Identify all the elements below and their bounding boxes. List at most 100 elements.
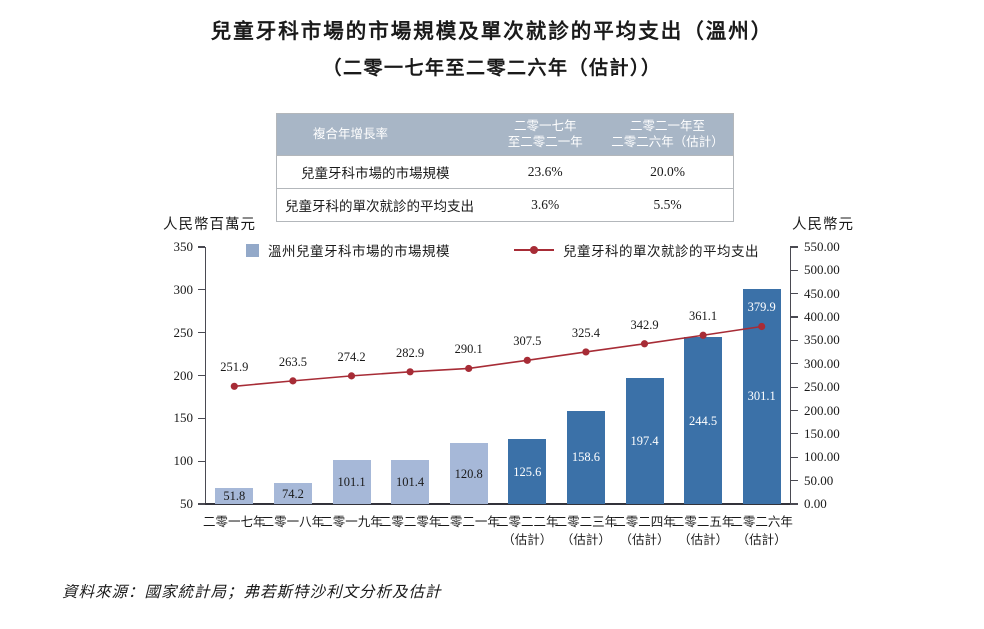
line-value-label: 342.9: [630, 317, 659, 332]
x-axis-label: 二零二零年: [378, 515, 442, 529]
line-path: [234, 325, 762, 388]
expenditure-row-label: 兒童牙科的單次就診的平均支出: [285, 198, 474, 214]
cagr-header-period2: 二零二一年至 二零二六年（估計）: [602, 113, 734, 155]
left-axis-tick: [198, 289, 205, 291]
left-axis-unit-label: 人民幣百萬元: [163, 217, 256, 233]
x-axis-label: 二零一九年: [320, 515, 383, 529]
market-size-cagr-p2: 20.0%: [650, 163, 685, 179]
line-point: [699, 331, 707, 339]
right-axis-tick: [790, 339, 798, 342]
bar: [566, 410, 605, 504]
expenditure-cagr-p2: 5.5%: [653, 196, 682, 212]
right-axis-tick-label: 250.00: [804, 379, 840, 395]
bar-series-swatch-icon: [246, 243, 259, 257]
left-axis-tick: [198, 374, 205, 377]
chart-subtitle: （二零一七年至二零二六年（估計））: [322, 58, 662, 79]
chart-title: 兒童牙科市場的市場規模及單次就診的平均支出（溫州）: [210, 21, 774, 43]
left-axis-tick: [198, 460, 205, 462]
line-point: [406, 368, 414, 376]
line-value-label: 290.1: [454, 342, 483, 357]
cagr-table-header-row: 複合年增長率 二零一七年 至二零二一年 二零二一年至 二零二六年（估計）: [276, 113, 734, 155]
right-axis-tick-label: 450.00: [804, 285, 840, 301]
line-point: [523, 356, 531, 364]
x-axis-label: 二零二二年 （估計）: [496, 515, 559, 548]
right-axis-tick: [790, 293, 798, 295]
line-value-label: 361.1: [689, 309, 718, 324]
bar-value-label: 125.6: [513, 464, 542, 479]
x-axis-label: 二零一八年: [261, 515, 325, 529]
right-axis-tick-label: 500.00: [804, 262, 840, 278]
right-axis-tick-label: 350.00: [804, 332, 840, 348]
right-axis-tick: [790, 456, 798, 458]
right-axis-unit-label: 人民幣元: [792, 217, 854, 233]
left-axis-tick-label: 200: [173, 367, 194, 383]
left-axis-tick-label: 250: [173, 324, 194, 340]
bar-value-label: 101.4: [396, 474, 425, 489]
line-series-marker-icon: [514, 243, 554, 257]
expenditure-cagr-p1: 3.6%: [531, 196, 560, 212]
bar-value-label: 101.1: [337, 475, 366, 490]
left-axis-tick: [198, 332, 205, 334]
right-axis-tick-label: 100.00: [804, 449, 840, 465]
right-axis-tick: [790, 503, 798, 505]
bar-value-label: 74.2: [281, 486, 304, 501]
left-axis-tick: [198, 417, 205, 419]
right-axis-tick: [790, 386, 798, 388]
right-axis-tick-label: 400.00: [804, 309, 840, 325]
line-value-label: 379.9: [747, 300, 776, 315]
right-axis-tick: [790, 433, 798, 435]
line-point: [640, 340, 649, 348]
legend-market-size-label: 溫州兒童牙科市場的市場規模: [268, 244, 450, 259]
source-note: 資料來源：國家統計局；弗若斯特沙利文分析及估計: [62, 584, 442, 601]
bar: [625, 377, 664, 504]
bar: [684, 337, 723, 504]
right-axis-tick-label: 550.00: [804, 239, 840, 254]
right-axis-line: [790, 247, 791, 504]
bar-value-label: 158.6: [571, 450, 600, 465]
bar-value-label: 120.8: [454, 466, 483, 481]
right-axis-tick-label: 200.00: [804, 402, 840, 418]
right-axis-tick: [790, 316, 798, 318]
x-axis-label: 二零二三年 （估計）: [554, 515, 618, 548]
bar: [273, 483, 312, 504]
bar: [391, 459, 430, 504]
cagr-table: 複合年增長率 二零一七年 至二零二一年 二零二一年至 二零二六年（估計） 兒童牙…: [276, 113, 734, 222]
right-axis-tick: [790, 409, 798, 412]
x-axis-label: 二零二四年 （估計）: [613, 515, 676, 548]
left-axis-tick-label: 50: [180, 496, 193, 511]
right-axis-tick: [790, 480, 798, 482]
table-row: 兒童牙科的單次就診的平均支出 3.6% 5.5%: [276, 188, 734, 221]
line-point: [289, 377, 297, 385]
line-point: [465, 364, 473, 373]
bar-value-label: 197.4: [630, 433, 659, 448]
line-point: [758, 322, 766, 331]
legend-avg-expenditure-label: 兒童牙科的單次就診的平均支出: [563, 244, 759, 259]
cagr-header-period1: 二零一七年 至二零二一年: [488, 113, 602, 155]
legend-market-size: 溫州兒童牙科市場的市場規模: [246, 242, 450, 259]
left-axis-tick-label: 300: [173, 281, 194, 297]
cagr-header-metric: 複合年增長率: [276, 113, 489, 155]
right-axis-tick: [790, 246, 798, 248]
expenditure-line: [230, 322, 766, 390]
left-axis-tick: [198, 503, 205, 505]
line-value-label: 325.4: [571, 325, 600, 340]
plot-area: 350 300 250 200 150 100 50 550.00 500.00 450.00 40…: [174, 239, 840, 547]
bar: [508, 439, 547, 504]
x-axis-label: 二零一七年: [203, 515, 266, 529]
right-axis-tick-label: 150.00: [804, 425, 840, 441]
right-axis-tick-label: 50.00: [804, 472, 834, 488]
table-row: 兒童牙科市場的市場規模 23.6% 20.0%: [276, 155, 734, 188]
right-axis-tick: [790, 269, 798, 271]
bar-value-label: 301.1: [747, 389, 776, 404]
bar: [332, 460, 371, 504]
bar-value-label: 244.5: [689, 413, 718, 428]
market-size-row-label: 兒童牙科市場的市場規模: [301, 165, 450, 181]
line-point: [230, 382, 238, 390]
line-value-label: 274.2: [337, 349, 366, 364]
line-value-label: 263.5: [278, 354, 307, 369]
line-point: [347, 372, 356, 380]
line-value-label: 251.9: [220, 360, 249, 375]
left-axis-tick-label: 150: [173, 410, 194, 426]
left-axis-tick-label: 100: [173, 453, 194, 469]
